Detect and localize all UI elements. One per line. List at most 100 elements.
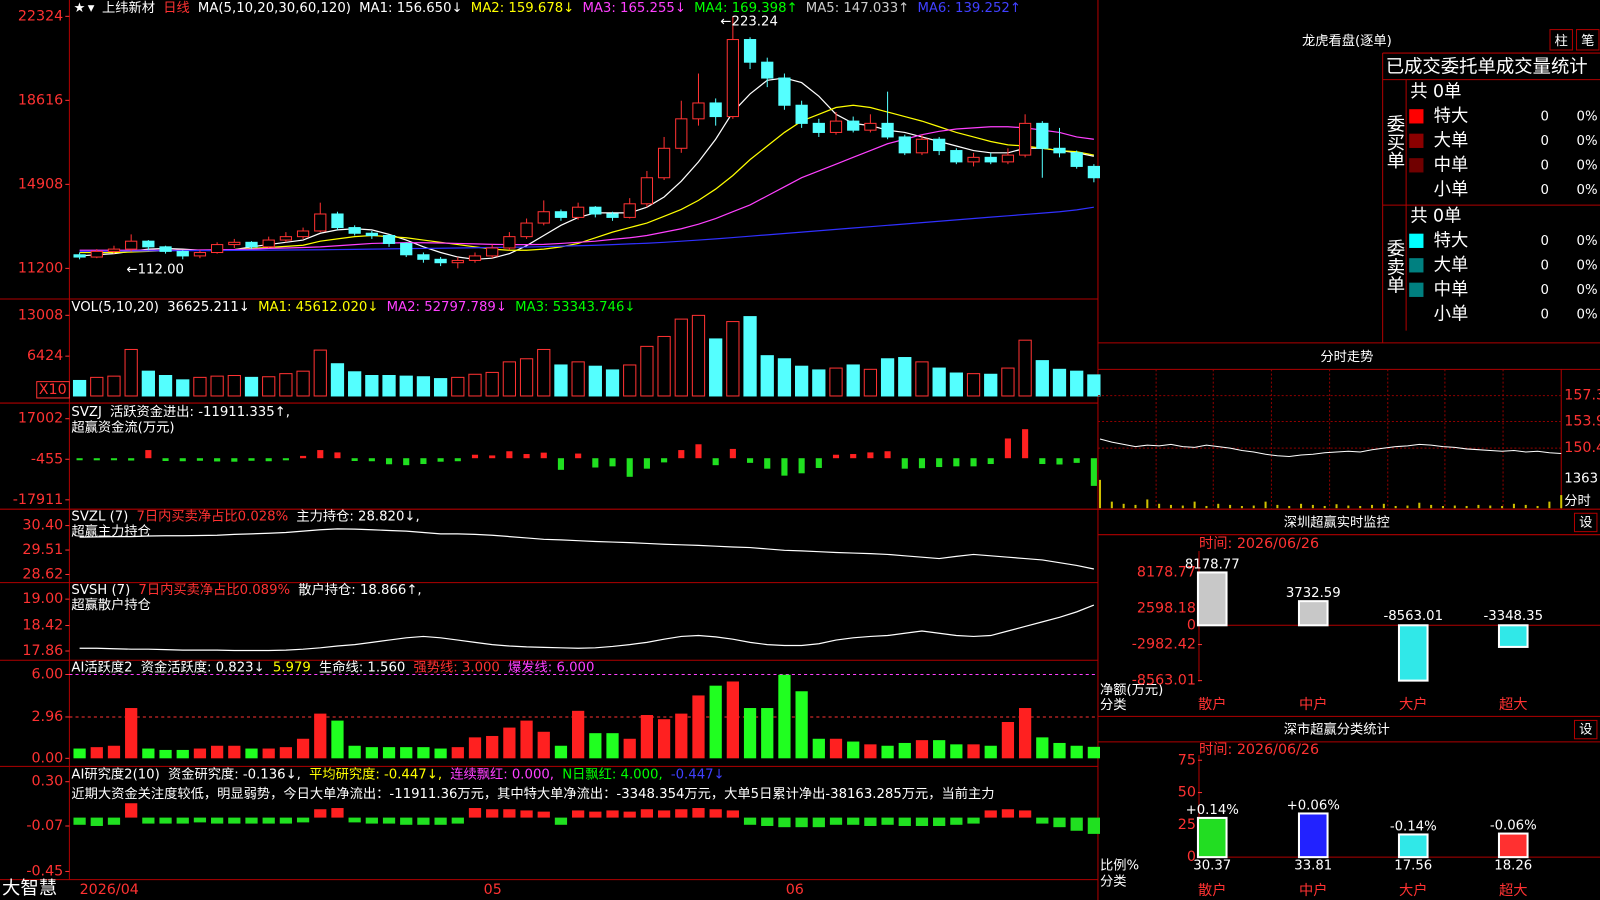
flow-bar	[282, 458, 289, 461]
category-label: 大户	[1399, 696, 1428, 713]
header-item: SVZL (7)	[71, 509, 128, 524]
intraday-volume	[1205, 505, 1208, 509]
activity-bar	[1018, 708, 1032, 759]
panel-header: SVSH (7) 7日内买卖净占比0.089% 散户持仓: 18.866↑,	[71, 581, 421, 598]
class-bar	[1297, 812, 1329, 859]
flow-bar	[489, 455, 496, 459]
volume-bar	[915, 361, 929, 397]
candle-body	[881, 122, 894, 138]
value-label: 30.37	[1193, 858, 1231, 873]
flow-bar	[918, 458, 926, 469]
volume-bar	[794, 365, 809, 397]
flow-bar	[248, 458, 255, 461]
volume-bar	[709, 338, 723, 397]
research-bar	[142, 817, 155, 824]
activity-bar	[743, 708, 757, 759]
volume-bar	[657, 335, 671, 397]
brand: 大智慧	[2, 878, 57, 899]
research-bar	[365, 817, 378, 824]
volume-bar	[365, 375, 379, 397]
classify-ylabel: 比例%	[1100, 857, 1139, 873]
research-bar	[1087, 817, 1100, 834]
value-label: -8563.01	[1383, 609, 1443, 624]
candle-body	[623, 203, 636, 218]
activity-bar	[726, 681, 739, 759]
activity-bar	[572, 710, 585, 759]
monitor-settings[interactable]: 设	[1579, 514, 1592, 530]
research-bar	[829, 817, 843, 825]
volume-bar	[743, 316, 757, 397]
row-name: 特大	[1434, 106, 1469, 126]
volume-bar	[846, 364, 860, 397]
candle-body	[967, 156, 980, 163]
row-swatch	[1409, 133, 1424, 148]
activity-bar	[795, 691, 808, 759]
classify-settings[interactable]: 设	[1579, 722, 1592, 738]
header-item: 爆发线: 6.000	[508, 659, 594, 675]
activity-bar	[193, 748, 207, 759]
monitor-ylabel: 净额(万元)	[1100, 682, 1163, 698]
toggle-tick[interactable]: 笔	[1581, 33, 1594, 49]
intraday-volume	[1240, 505, 1243, 509]
y-tick-label: 17002	[18, 411, 63, 427]
y-tick-label: 17.86	[22, 643, 63, 659]
volume-bar	[468, 373, 482, 397]
volume-bar	[1001, 367, 1015, 397]
change-label: +0.06%	[1287, 798, 1340, 813]
category-label: 超大	[1499, 882, 1528, 899]
flow-bar	[437, 458, 444, 462]
holding-line	[79, 528, 1095, 570]
research-bar	[382, 817, 396, 824]
candle-body	[657, 147, 671, 179]
activity-bar	[520, 720, 533, 759]
volume-bar	[537, 348, 551, 397]
header-item: N日飘红: 4.000,	[562, 766, 662, 782]
research-bar	[417, 817, 430, 825]
row-name: 中单	[1434, 155, 1469, 175]
flow-bar	[1090, 458, 1097, 486]
ma-line	[79, 206, 1094, 252]
research-bar	[623, 811, 636, 818]
header-item: 平均研究度: -0.447↓,	[309, 766, 442, 782]
intraday-volume	[1276, 504, 1279, 509]
dragon-title: 龙虎看盘(逐单)	[1302, 32, 1392, 49]
activity-bar	[657, 719, 671, 759]
activity-bar	[382, 747, 396, 759]
y-tick-label: 157.3	[1564, 388, 1600, 404]
research-bar	[228, 817, 241, 824]
row-swatch	[1409, 258, 1424, 273]
volume-bar	[90, 376, 104, 397]
candle-body	[520, 222, 533, 238]
intraday-volume	[1394, 505, 1397, 509]
row-swatch	[1409, 282, 1424, 297]
intraday-volume	[1134, 504, 1137, 509]
flow-bar	[575, 453, 582, 459]
activity-bar	[640, 715, 654, 759]
toggle-bar[interactable]: 柱	[1555, 33, 1568, 49]
flow-bar	[523, 454, 530, 459]
activity-bar	[365, 747, 378, 759]
row-pct: 0%	[1577, 258, 1598, 273]
research-bar	[193, 817, 207, 823]
flow-bar	[850, 454, 857, 459]
annotation: ←112.00	[127, 262, 184, 277]
category-label: 中户	[1299, 696, 1328, 713]
candle-body	[1087, 165, 1100, 179]
activity-bar	[400, 747, 413, 759]
flow-bar	[557, 458, 565, 470]
volume-bar	[949, 372, 963, 397]
activity-bar	[554, 745, 568, 759]
intraday-volume	[1122, 503, 1125, 509]
flow-bar	[901, 458, 908, 469]
value-label: 33.81	[1294, 858, 1332, 873]
candle-body	[331, 213, 344, 229]
flow-bar	[162, 458, 169, 462]
vol-axis-label: 分时	[1564, 493, 1591, 509]
activity-bar	[1053, 742, 1066, 759]
intraday-volume	[1264, 501, 1267, 509]
research-bar	[210, 817, 224, 824]
candle-body	[761, 61, 774, 79]
y-tick-label: -17911	[13, 492, 64, 508]
header-item: 散户持仓: 18.866↑,	[298, 581, 421, 598]
flow-bar	[454, 458, 461, 462]
